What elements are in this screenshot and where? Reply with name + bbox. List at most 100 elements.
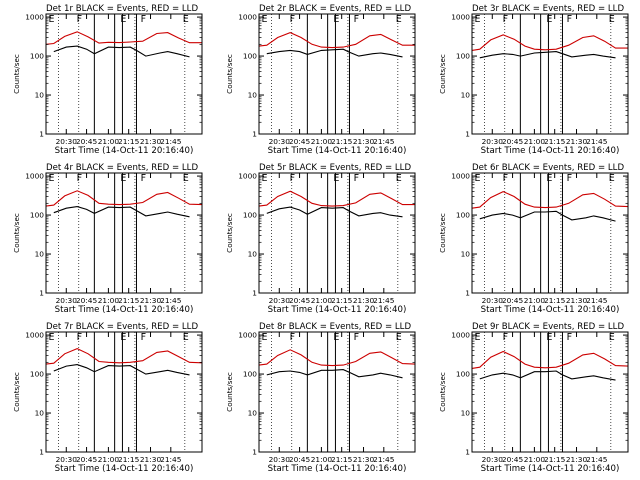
x-tick-label: 20:30	[269, 296, 291, 305]
events-series-line	[266, 206, 403, 218]
flag-label: F	[354, 332, 359, 343]
flag-label: E	[183, 14, 189, 25]
y-tick-label: 10	[248, 409, 258, 418]
y-tick-label: 1000	[238, 172, 257, 181]
y-tick-label: 100	[243, 370, 257, 379]
flag-label: E	[396, 14, 402, 25]
events-series-line	[479, 370, 616, 381]
y-axis-label: Counts/sec	[438, 372, 447, 412]
chart-title: Det 3r BLACK = Events, RED = LLD	[472, 4, 624, 14]
y-tick-label: 1000	[25, 331, 44, 340]
flag-label: E	[333, 173, 339, 184]
x-tick-label: 21:30	[353, 137, 375, 146]
flag-label: E	[546, 332, 552, 343]
plot-frame	[471, 13, 629, 135]
flag-label: E	[475, 332, 481, 343]
x-tick-label: 21:45	[373, 455, 395, 464]
x-axis-label: Start Time (14-Oct-11 20:16:40)	[481, 305, 620, 315]
y-tick-label: 100	[30, 211, 44, 220]
chart-title: Det 2r BLACK = Events, RED = LLD	[259, 4, 411, 14]
x-tick-label: 21:45	[373, 296, 395, 305]
x-tick-label: 21:30	[140, 296, 162, 305]
chart-title: Det 5r BLACK = Events, RED = LLD	[259, 163, 411, 173]
x-tick-label: 21:00	[98, 455, 120, 464]
flag-label: E	[183, 332, 189, 343]
y-tick-label: 100	[456, 211, 470, 220]
x-axis-label: Start Time (14-Oct-11 20:16:40)	[55, 464, 194, 474]
x-tick-label: 20:45	[76, 455, 98, 464]
y-tick-label: 1	[252, 448, 257, 457]
chart-title: Det 6r BLACK = Events, RED = LLD	[472, 163, 624, 173]
flag-label: F	[567, 173, 572, 184]
y-tick-label: 10	[248, 250, 258, 259]
x-tick-label: 21:45	[586, 296, 608, 305]
plot-frame	[471, 172, 629, 294]
events-series-line	[266, 369, 403, 379]
x-tick-label: 20:30	[269, 137, 291, 146]
x-tick-label: 21:15	[544, 137, 566, 146]
x-tick-label: 21:45	[586, 137, 608, 146]
x-tick-label: 20:45	[502, 455, 524, 464]
y-axis-label: Counts/sec	[438, 54, 447, 94]
plot-frame	[45, 331, 203, 453]
flag-label: E	[49, 332, 55, 343]
x-tick-label: 21:15	[118, 455, 140, 464]
y-tick-label: 10	[461, 91, 471, 100]
flag-label: E	[475, 173, 481, 184]
lld-series-line	[45, 190, 203, 207]
events-series-line	[53, 45, 190, 58]
x-tick-label: 20:30	[56, 296, 78, 305]
x-tick-label: 21:00	[524, 296, 546, 305]
flag-label: E	[609, 173, 615, 184]
flag-label: F	[290, 14, 295, 25]
x-axis-label: Start Time (14-Oct-11 20:16:40)	[268, 464, 407, 474]
y-tick-label: 1	[252, 289, 257, 298]
y-tick-label: 100	[243, 211, 257, 220]
flag-label: E	[120, 332, 126, 343]
flag-label: F	[354, 14, 359, 25]
chart-title: Det 4r BLACK = Events, RED = LLD	[46, 163, 198, 173]
x-axis-label: Start Time (14-Oct-11 20:16:40)	[55, 305, 194, 315]
x-tick-label: 20:45	[502, 296, 524, 305]
plot-frame	[45, 172, 203, 294]
x-tick-label: 20:30	[482, 455, 504, 464]
x-tick-label: 21:45	[160, 296, 182, 305]
x-tick-label: 21:15	[331, 455, 353, 464]
x-tick-label: 21:00	[311, 137, 333, 146]
events-series-line	[266, 48, 403, 58]
x-tick-label: 21:00	[98, 296, 120, 305]
x-tick-label: 20:45	[76, 296, 98, 305]
x-tick-label: 20:45	[289, 296, 311, 305]
lld-series-line	[258, 349, 416, 367]
y-tick-label: 1	[465, 448, 470, 457]
y-tick-label: 1	[252, 130, 257, 139]
flag-label: E	[396, 173, 402, 184]
y-tick-label: 1000	[451, 13, 470, 22]
flag-label: E	[333, 14, 339, 25]
x-axis-label: Start Time (14-Oct-11 20:16:40)	[268, 146, 407, 156]
y-axis-label: Counts/sec	[12, 54, 21, 94]
flag-label: F	[503, 173, 508, 184]
y-tick-label: 10	[35, 91, 45, 100]
plot-frame	[258, 13, 416, 135]
flag-label: F	[141, 14, 146, 25]
y-tick-label: 1	[465, 130, 470, 139]
x-tick-label: 21:15	[118, 296, 140, 305]
lld-series-line	[258, 32, 415, 49]
y-axis-label: Counts/sec	[225, 54, 234, 94]
flag-label: E	[546, 14, 552, 25]
x-tick-label: 21:15	[118, 137, 140, 146]
lld-series-line	[45, 347, 203, 365]
flag-label: E	[262, 332, 268, 343]
flag-label: F	[354, 173, 359, 184]
plot-frame	[45, 13, 203, 135]
y-tick-label: 1000	[238, 331, 257, 340]
y-axis-label: Counts/sec	[438, 213, 447, 253]
flag-label: F	[141, 173, 146, 184]
